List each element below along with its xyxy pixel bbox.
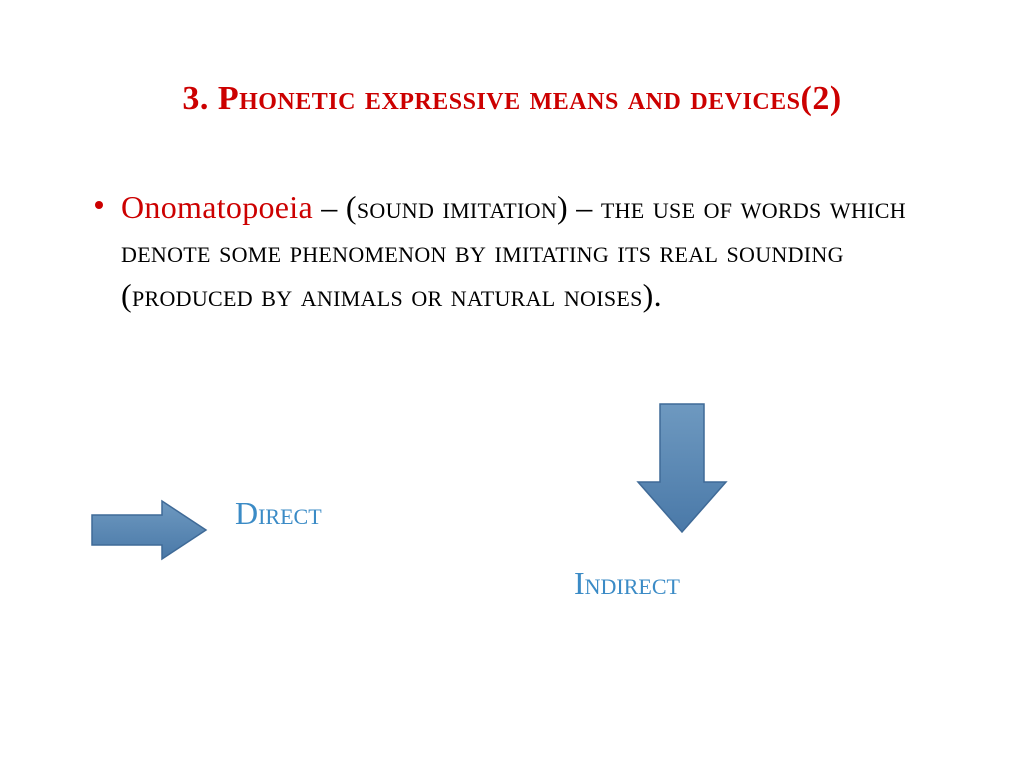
bullet-text: Onomatopoeia – (sound imitation) – the u… (121, 185, 935, 317)
term-text: Onomatopoeia (121, 189, 313, 225)
bullet-block: Onomatopoeia – (sound imitation) – the u… (95, 185, 935, 317)
right-arrow-icon (90, 495, 210, 570)
direct-label: Direct (235, 495, 322, 532)
indirect-label: Indirect (574, 565, 680, 602)
slide: 3. Phonetic expressive means and devices… (0, 0, 1024, 768)
bullet-dot-icon (95, 201, 103, 209)
down-arrow-icon (632, 400, 732, 545)
slide-title: 3. Phonetic expressive means and devices… (0, 80, 1024, 118)
bullet-item: Onomatopoeia – (sound imitation) – the u… (95, 185, 935, 317)
